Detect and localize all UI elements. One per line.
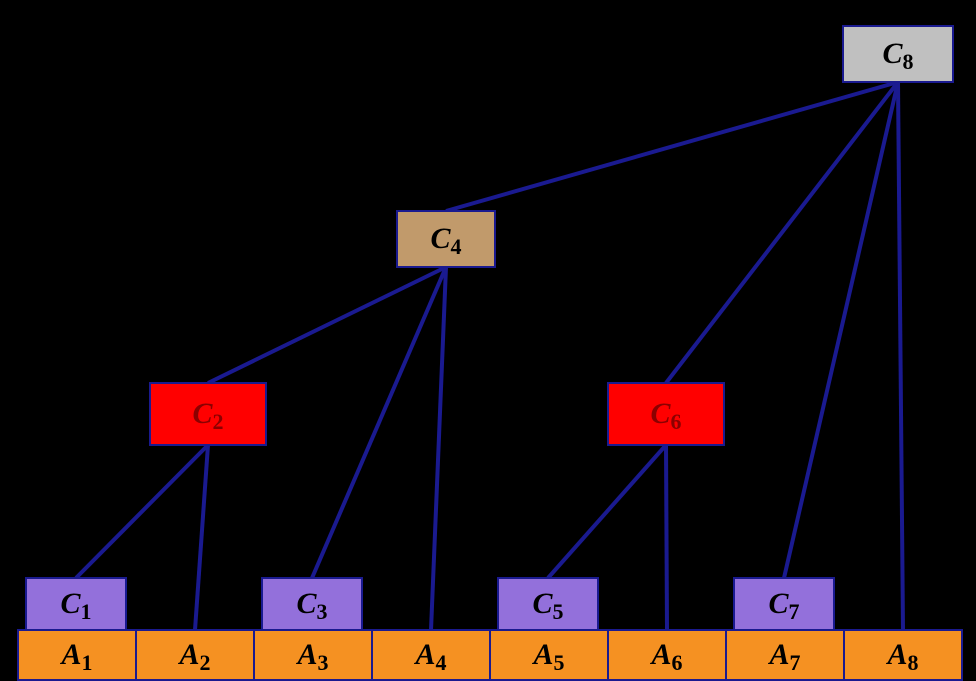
nodes-layer: A1A2A3A4A5A6A7A8C1C3C5C7C2C6C4C8 bbox=[18, 26, 962, 680]
edge-C4_bottom-C3_top bbox=[312, 267, 446, 578]
edge-C2_bottom-C1_top bbox=[76, 445, 208, 578]
edge-C2_bottom-A2_top bbox=[195, 445, 208, 630]
edge-C8_bottom-C4_top bbox=[446, 82, 898, 211]
edge-C4_bottom-A4_top bbox=[431, 267, 446, 630]
diagram-canvas: A1A2A3A4A5A6A7A8C1C3C5C7C2C6C4C8 bbox=[0, 0, 976, 681]
edge-C8_bottom-A8_top bbox=[898, 82, 903, 630]
edge-C6_bottom-C5_top bbox=[548, 445, 666, 578]
edge-C4_bottom-C2_top bbox=[208, 267, 446, 383]
edges-layer bbox=[76, 82, 903, 630]
edge-C6_bottom-A6_top bbox=[666, 445, 667, 630]
